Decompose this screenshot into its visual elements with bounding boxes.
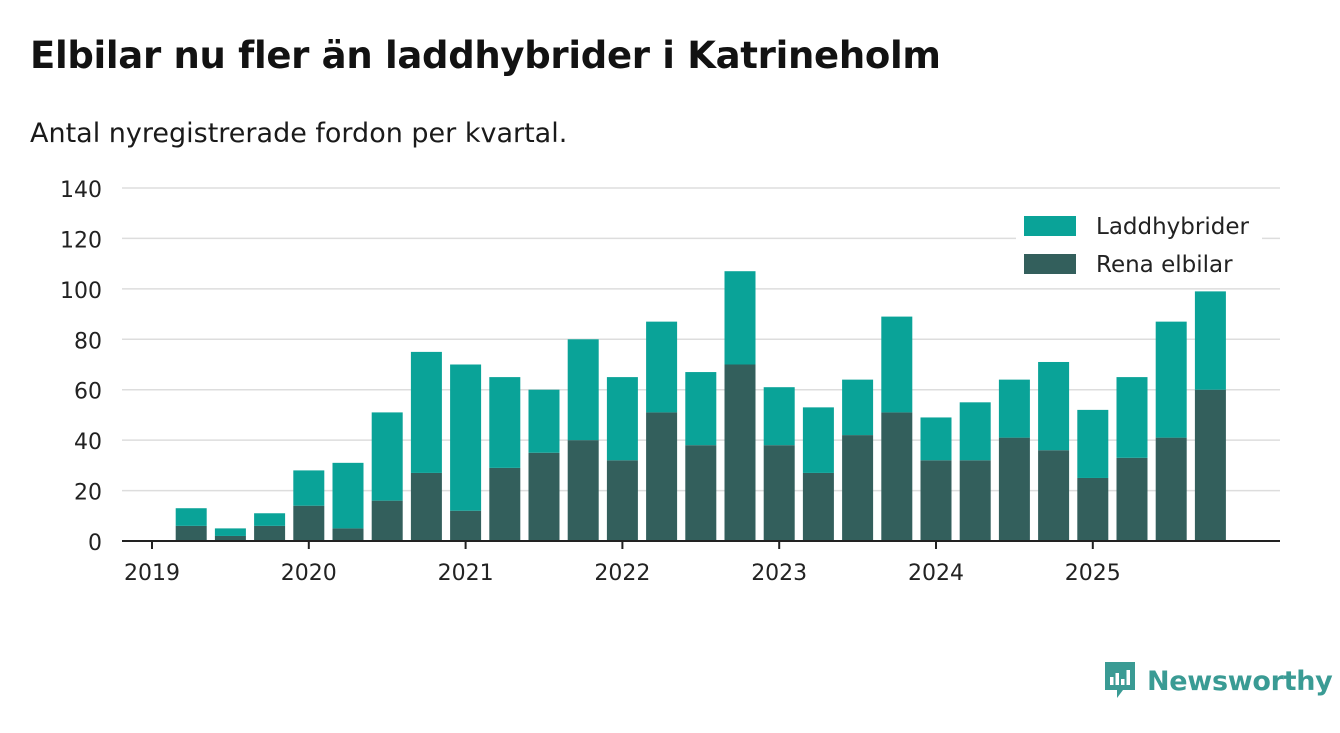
brand-name: Newsworthy: [1147, 665, 1333, 697]
bar-laddhybrider: [724, 271, 756, 365]
bar-laddhybrider: [214, 528, 246, 536]
bar-rena-elbilar: [606, 460, 638, 541]
bar-rena-elbilar: [998, 437, 1030, 541]
bar-rena-elbilar: [802, 472, 834, 541]
bar-laddhybrider: [528, 389, 560, 453]
bar-laddhybrider: [567, 339, 599, 441]
bar-laddhybrider: [685, 372, 717, 446]
bar-rena-elbilar: [763, 445, 795, 541]
x-tick-label: 2024: [908, 561, 964, 586]
bar-laddhybrider: [763, 387, 795, 446]
x-tick-label: 2019: [124, 561, 180, 586]
bar-laddhybrider: [254, 513, 286, 526]
bar-rena-elbilar: [410, 472, 442, 541]
bar-rena-elbilar: [881, 412, 913, 541]
bar-laddhybrider: [998, 379, 1030, 438]
y-tick-label: 20: [74, 481, 102, 506]
bar-laddhybrider: [842, 379, 874, 436]
y-tick-label: 60: [74, 380, 102, 405]
legend-swatch: [1024, 216, 1076, 236]
y-tick-label: 120: [60, 228, 102, 253]
bar-rena-elbilar: [371, 500, 403, 541]
bar-rena-elbilar: [332, 528, 364, 541]
bar-rena-elbilar: [920, 460, 952, 541]
bar-laddhybrider: [802, 407, 834, 473]
legend-swatch: [1024, 254, 1076, 274]
x-tick-label: 2020: [281, 561, 337, 586]
legend-label: Rena elbilar: [1096, 252, 1233, 278]
bar-laddhybrider: [1116, 377, 1148, 458]
bar-laddhybrider: [450, 364, 482, 511]
bar-rena-elbilar: [1038, 450, 1070, 541]
bar-rena-elbilar: [1194, 389, 1226, 541]
bar-laddhybrider: [1038, 361, 1070, 451]
bar-laddhybrider: [1077, 409, 1109, 478]
chart-subtitle: Antal nyregistrerade fordon per kvartal.: [30, 118, 568, 149]
bar-rena-elbilar: [685, 445, 717, 541]
x-tick-label: 2023: [751, 561, 807, 586]
chart-title: Elbilar nu fler än laddhybrider i Katrin…: [30, 34, 941, 77]
x-tick-label: 2025: [1065, 561, 1121, 586]
bar-laddhybrider: [646, 321, 678, 413]
bar-laddhybrider: [410, 351, 442, 473]
bar-laddhybrider: [959, 402, 991, 461]
bar-rena-elbilar: [1077, 477, 1109, 541]
bar-rena-elbilar: [214, 535, 246, 541]
bar-laddhybrider: [606, 377, 638, 461]
bar-laddhybrider: [489, 377, 521, 468]
bar-laddhybrider: [332, 462, 364, 529]
bar-rena-elbilar: [959, 460, 991, 541]
y-tick-label: 80: [74, 329, 102, 354]
bar-rena-elbilar: [254, 525, 286, 541]
x-tick-label: 2022: [594, 561, 650, 586]
x-tick-label: 2021: [438, 561, 494, 586]
bar-rena-elbilar: [1155, 437, 1187, 541]
brand-logo: Newsworthy: [1103, 660, 1333, 702]
bar-rena-elbilar: [293, 505, 325, 541]
bar-rena-elbilar: [646, 412, 678, 541]
bar-rena-elbilar: [724, 364, 756, 541]
bar-rena-elbilar: [489, 467, 521, 541]
bar-rena-elbilar: [1116, 457, 1148, 541]
y-tick-label: 140: [60, 178, 102, 203]
bar-laddhybrider: [920, 417, 952, 461]
bar-laddhybrider: [1155, 321, 1187, 438]
bar-rena-elbilar: [450, 510, 482, 541]
bar-laddhybrider: [1194, 291, 1226, 390]
legend-label: Laddhybrider: [1096, 214, 1249, 240]
y-tick-label: 40: [74, 430, 102, 455]
bar-rena-elbilar: [528, 452, 560, 541]
bar-rena-elbilar: [567, 440, 599, 541]
bar-laddhybrider: [293, 470, 325, 506]
newsworthy-logo-icon: [1105, 662, 1135, 698]
bar-laddhybrider: [371, 412, 403, 501]
y-tick-label: 0: [88, 531, 102, 556]
bar-laddhybrider: [175, 508, 207, 526]
bar-rena-elbilar: [175, 525, 207, 541]
bar-laddhybrider: [881, 316, 913, 413]
y-tick-label: 100: [60, 279, 102, 304]
bar-rena-elbilar: [842, 435, 874, 541]
